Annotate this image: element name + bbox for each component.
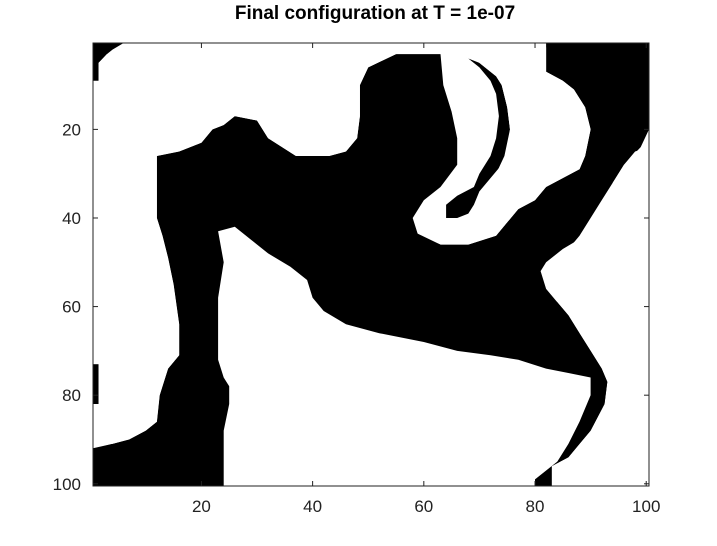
white-domain-2 xyxy=(98,47,441,444)
x-axis-tick-labels: 20 40 60 80 100 xyxy=(192,497,660,516)
y-tick-label-20: 20 xyxy=(62,120,81,139)
x-tick-label-100: 100 xyxy=(632,497,660,516)
y-axis-tick-labels: 20 40 60 80 100 xyxy=(53,120,81,493)
y-tick-label-40: 40 xyxy=(62,209,81,228)
white-domain-4 xyxy=(551,147,649,373)
black-domain-5 xyxy=(93,120,608,486)
x-tick-label-20: 20 xyxy=(192,497,211,516)
x-tick-label-60: 60 xyxy=(414,497,433,516)
black-domain-1 xyxy=(93,43,124,81)
y-tick-label-60: 60 xyxy=(62,298,81,317)
y-tick-label-80: 80 xyxy=(62,386,81,405)
x-tick-label-40: 40 xyxy=(303,497,322,516)
black-domain-3 xyxy=(440,54,510,218)
chart-title: Final configuration at T = 1e-07 xyxy=(235,3,515,24)
x-tick-label-80: 80 xyxy=(526,497,545,516)
plot-frame xyxy=(92,42,650,487)
black-domain-2 xyxy=(93,364,99,404)
y-tick-label-100: 100 xyxy=(53,475,81,494)
plot-area xyxy=(92,42,650,487)
configuration-map xyxy=(93,43,649,486)
axis-ticks xyxy=(93,43,649,486)
white-domain-3 xyxy=(440,47,591,245)
white-domain-1 xyxy=(218,226,591,486)
